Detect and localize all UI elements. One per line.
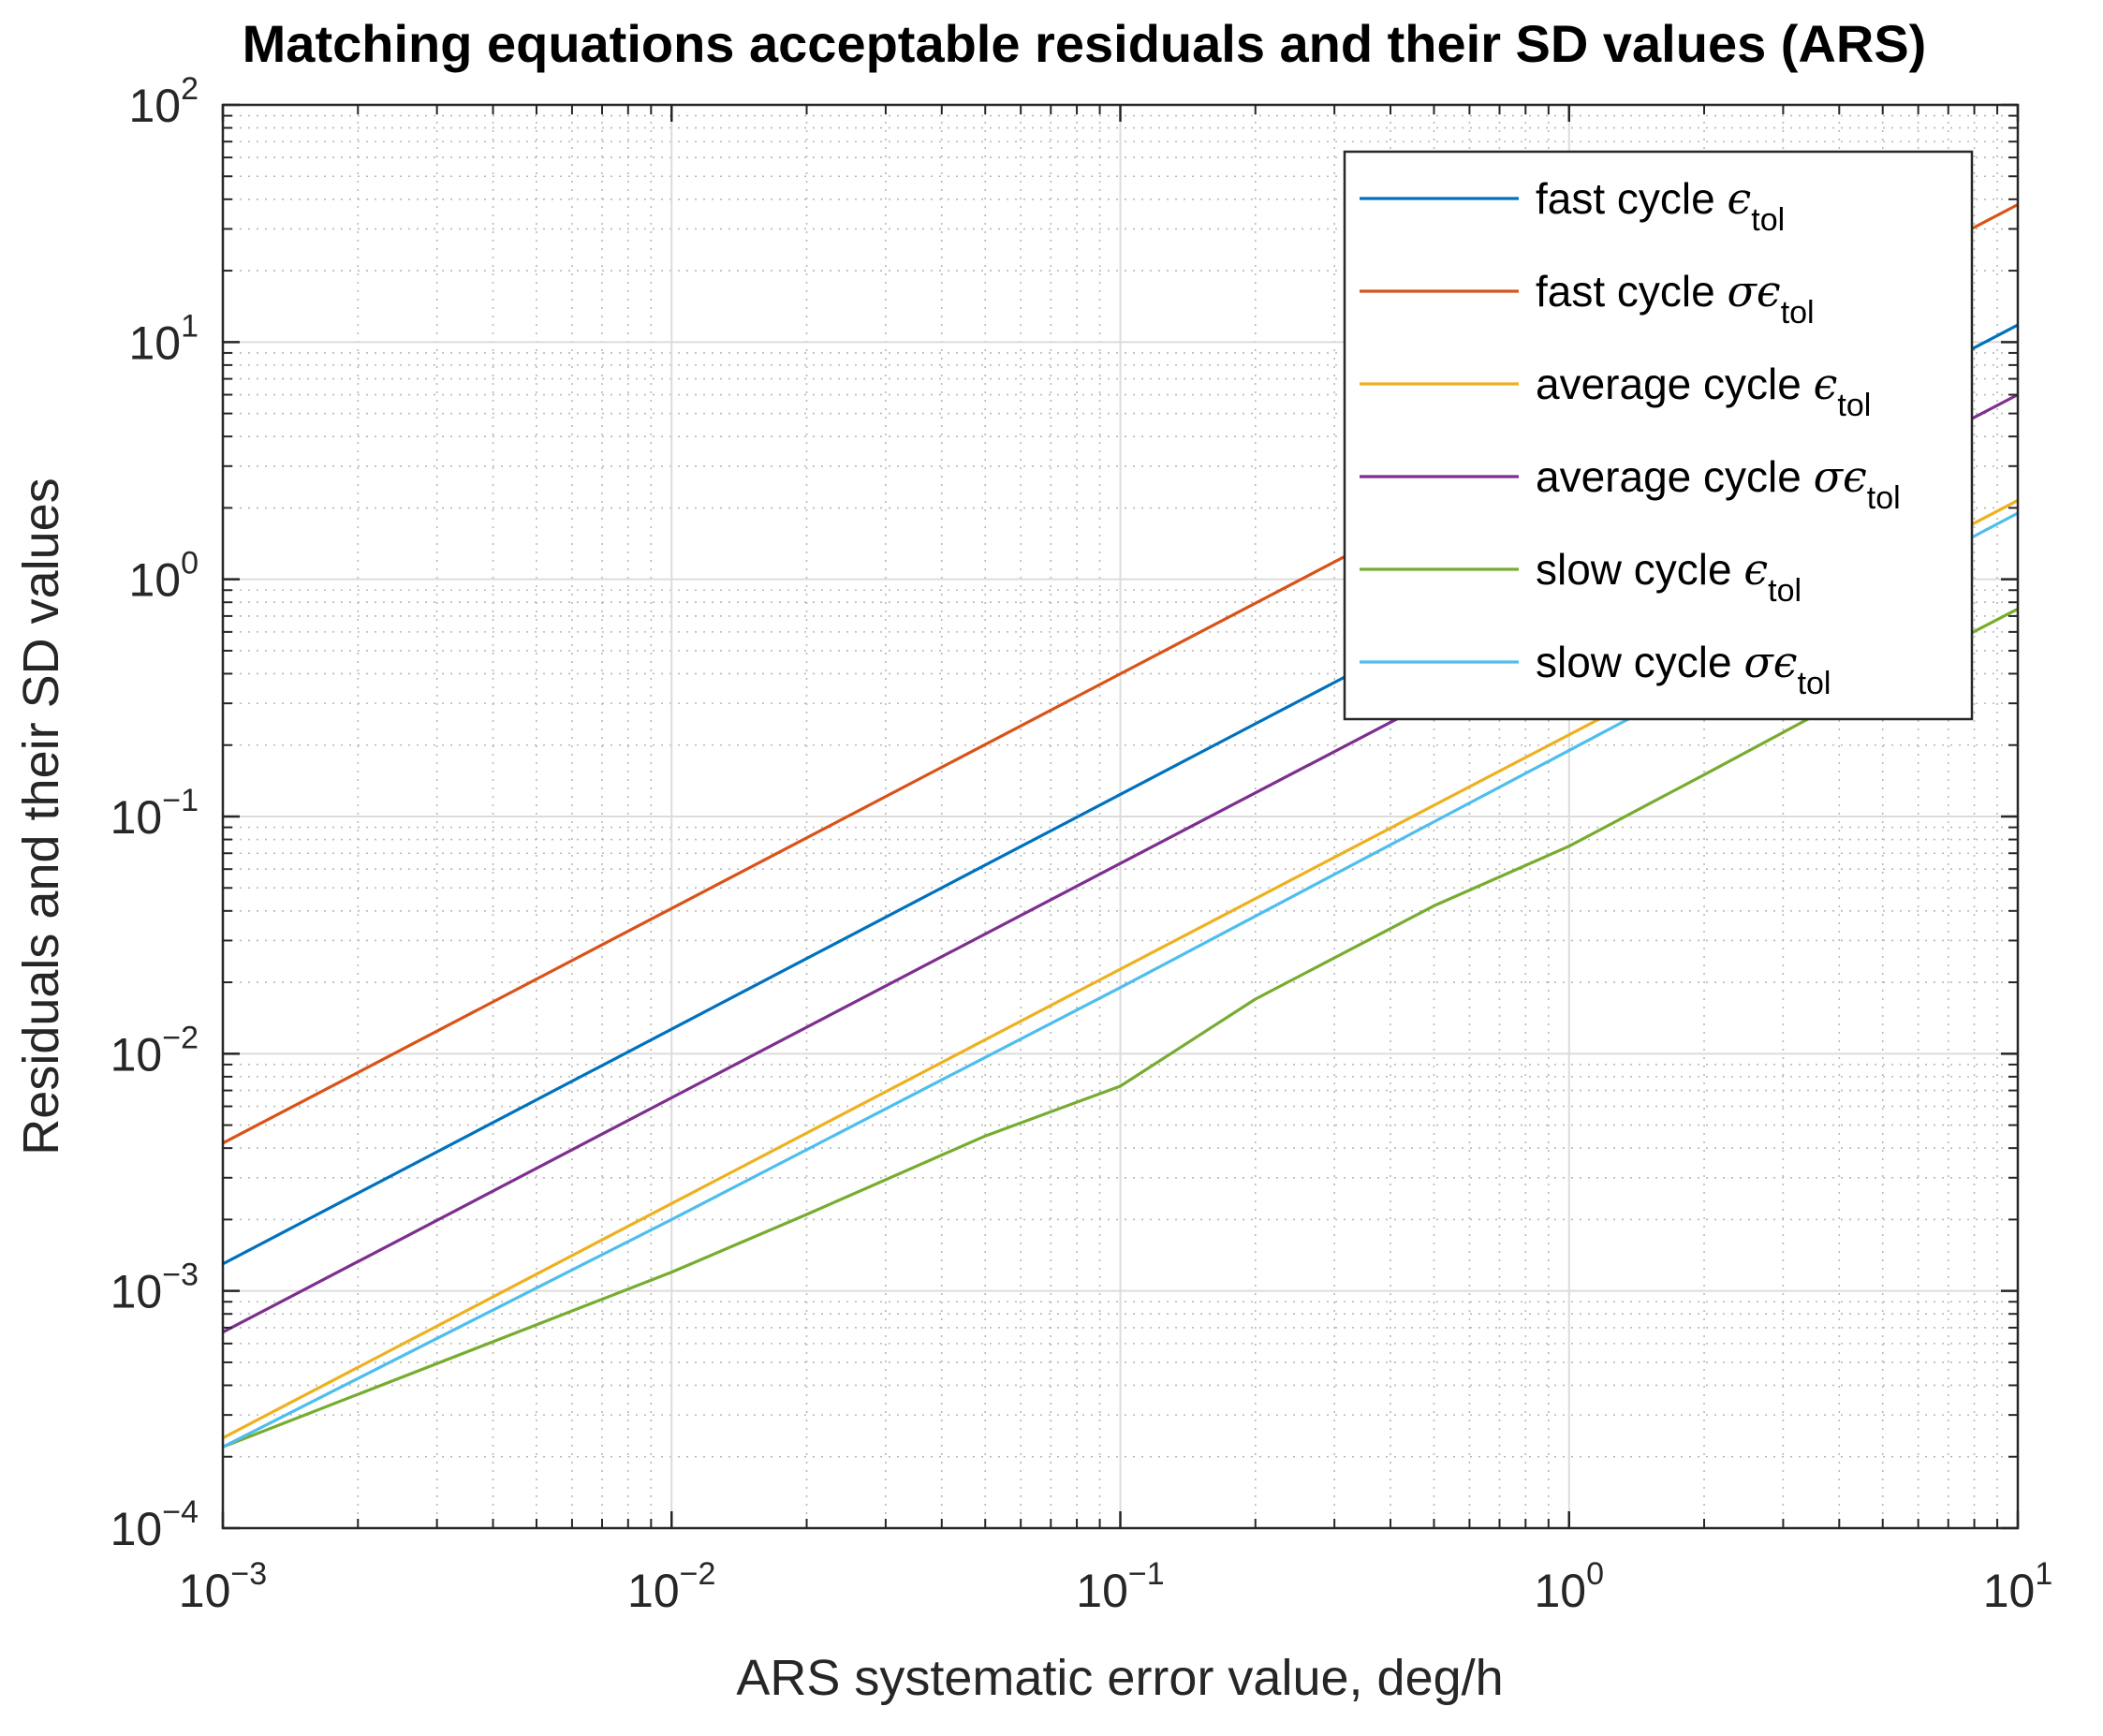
y-tick-label: 10−3 <box>110 1258 199 1318</box>
axis-ticks <box>221 103 2020 1530</box>
y-tick-labels: 10−4 10−3 10−2 10−1 100 101 102 <box>110 71 199 1555</box>
legend-entry-2: fast cycle σϵtol <box>1536 266 1815 331</box>
legend-entry-5: slow cycle ϵtol <box>1536 544 1802 609</box>
x-tick-label: 10−1 <box>1076 1556 1164 1617</box>
y-tick-label: 101 <box>128 308 199 369</box>
legend-box <box>1343 150 1974 721</box>
legend-entry-3: average cycle ϵtol <box>1536 359 1871 423</box>
series-line-5 <box>222 607 2019 1449</box>
x-tick-labels: 10−3 10−2 10−1 100 101 <box>179 1556 2052 1617</box>
legend-entry-4: average cycle σϵtol <box>1536 451 1901 516</box>
y-tick-label: 10−1 <box>110 783 199 844</box>
y-axis-label: Residuals and their SD values <box>13 478 69 1155</box>
y-tick-label: 10−2 <box>110 1020 199 1081</box>
chart-title: Matching equations acceptable residuals … <box>243 14 1927 73</box>
x-tick-label: 10−2 <box>627 1556 715 1617</box>
x-tick-label: 10−3 <box>179 1556 267 1617</box>
y-tick-label: 100 <box>128 546 199 607</box>
legend-entry-6: slow cycle σϵtol <box>1536 637 1831 701</box>
x-tick-label: 101 <box>1983 1556 2053 1617</box>
y-tick-label: 10−4 <box>110 1494 199 1555</box>
x-axis-label: ARS systematic error value, deg/h <box>736 1650 1503 1706</box>
x-tick-label: 100 <box>1534 1556 1604 1617</box>
y-tick-label: 102 <box>128 71 199 132</box>
legend-entry-1: fast cycle ϵtol <box>1536 173 1785 238</box>
legend: fast cycle ϵtol fast cycle σϵtol average c… <box>1343 150 1974 721</box>
